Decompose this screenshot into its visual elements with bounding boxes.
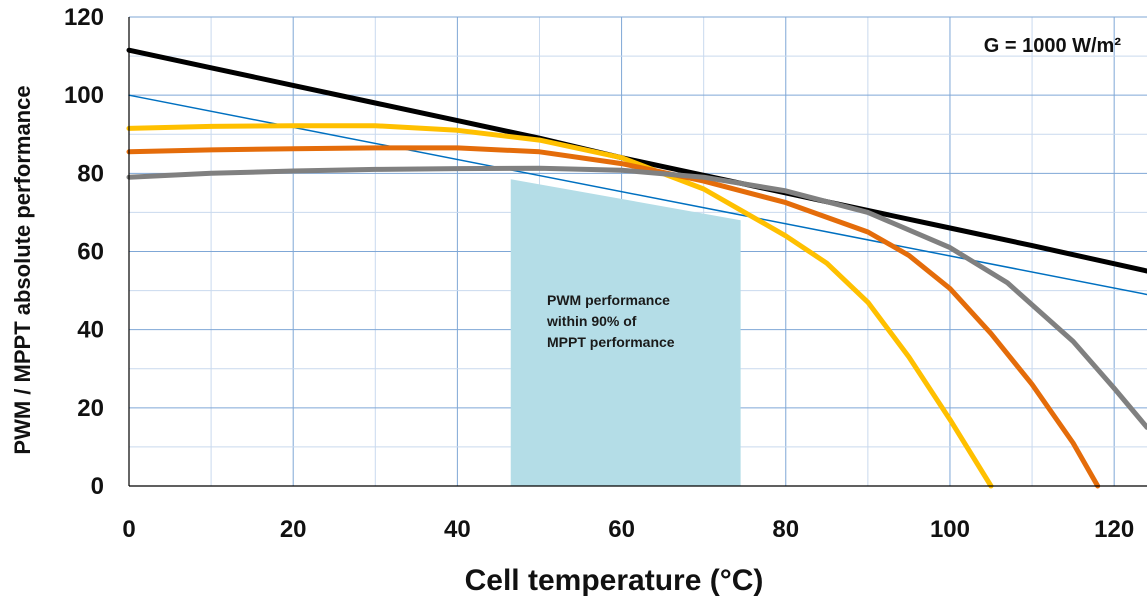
x-tick-label: 0 (122, 516, 135, 543)
y-tick-label: 20 (77, 395, 104, 422)
tick-labels: 0 20 40 60 80 100 120 0 20 40 60 80 100 120 (64, 4, 1134, 543)
series-line-2 (128, 94, 1147, 296)
y-tick-label: 40 (77, 317, 104, 344)
x-tick-label: 20 (280, 516, 307, 543)
y-tick-label: 80 (77, 160, 104, 187)
x-axis-label: Cell temperature (°C) (465, 564, 764, 597)
shaded-region-group: PWM performance within 90% of MPPT perform… (510, 179, 741, 486)
x-tick-label: 80 (772, 516, 799, 543)
series-line-3 (126, 123, 994, 489)
irradiance-annotation: G = 1000 W/m² (984, 35, 1122, 57)
region-label-line: MPPT performance (547, 334, 675, 350)
y-tick-label: 100 (64, 82, 104, 109)
series-line-5 (126, 165, 1147, 430)
x-tick-label: 40 (444, 516, 471, 543)
y-tick-label: 0 (91, 473, 104, 500)
y-axis-label: PWM / MPPT absolute performance (10, 85, 35, 454)
series-group (126, 47, 1147, 489)
x-tick-label: 120 (1094, 516, 1134, 543)
region-label-line: within 90% of (546, 313, 637, 329)
axes (128, 17, 1147, 487)
region-label-line: PWM performance (547, 292, 670, 308)
series-line-4 (126, 145, 1101, 489)
y-tick-label: 120 (64, 4, 104, 31)
pwm-within-90pct-region (510, 179, 741, 486)
x-tick-label: 100 (930, 516, 970, 543)
y-tick-label: 60 (77, 239, 104, 266)
x-tick-label: 60 (608, 516, 635, 543)
